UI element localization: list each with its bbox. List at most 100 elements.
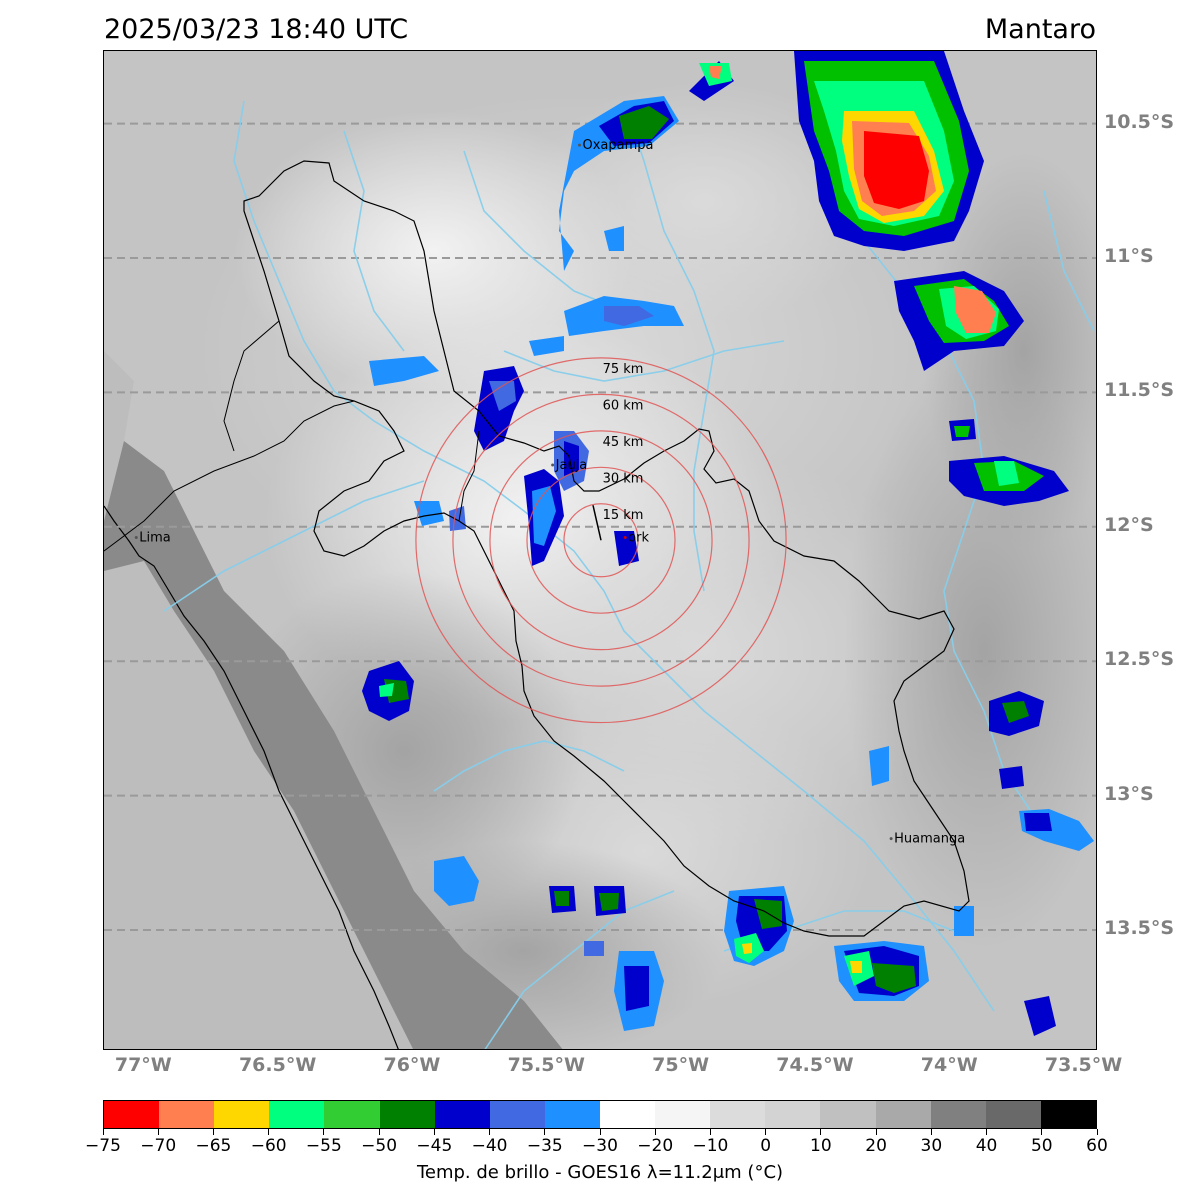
region-title: Mantaro xyxy=(984,14,1096,45)
colorbar-title: Temp. de brillo - GOES16 λ=11.2μm (°C) xyxy=(416,1162,784,1183)
colorbar-tick-1 xyxy=(157,1129,159,1135)
lon-label-1: 76.5°W xyxy=(238,1054,317,1076)
colorbar-tick-3 xyxy=(268,1129,270,1135)
map-canvas: 15 km 30 km 45 km 60 km 75 km Oxapampa Jauja o… xyxy=(104,51,1096,1049)
colorbar-tick-14 xyxy=(875,1129,877,1135)
range-ring-label-45: 45 km xyxy=(603,435,644,450)
colorbar-tick-2 xyxy=(212,1129,214,1135)
colorbar-tick-12 xyxy=(765,1129,767,1135)
lat-label-2: 11.5°S xyxy=(1104,379,1175,402)
city-label-3: Lima xyxy=(139,531,170,546)
range-ring-60 xyxy=(452,393,750,687)
colorbar-tick-18 xyxy=(1096,1129,1098,1135)
range-ring-label-30: 30 km xyxy=(603,471,644,486)
lat-label-1: 11°S xyxy=(1104,244,1154,267)
colorbar-tick-9 xyxy=(599,1129,601,1135)
colorbar-tick-label-9: −30 xyxy=(582,1136,618,1156)
coastline xyxy=(104,505,399,1049)
range-ring-label-75: 75 km xyxy=(603,362,644,377)
colorbar-segment-10 xyxy=(655,1101,711,1128)
range-ring-30 xyxy=(526,466,676,614)
colorbar-tick-5 xyxy=(378,1129,380,1135)
colorbar-tick-label-16: 40 xyxy=(975,1136,998,1156)
city-label-1: Jauja xyxy=(555,458,588,473)
colorbar-tick-label-0: −75 xyxy=(85,1136,121,1156)
colorbar-tick-8 xyxy=(544,1129,546,1135)
range-ring-75 xyxy=(415,357,787,724)
range-ring-label-15: 15 km xyxy=(603,508,644,523)
lon-label-5: 74.5°W xyxy=(776,1054,854,1076)
colorbar-tick-10 xyxy=(654,1129,656,1135)
colorbar-tick-13 xyxy=(820,1129,822,1135)
colorbar-segment-5 xyxy=(379,1101,435,1128)
city-label-4: Huamanga xyxy=(894,832,965,847)
colorbar-segment-17 xyxy=(1040,1101,1096,1128)
colorbar-segment-9 xyxy=(599,1101,656,1128)
colorbar-segment-3 xyxy=(269,1101,325,1128)
colorbar-tick-label-15: 30 xyxy=(920,1136,943,1156)
colorbar-tick-label-2: −65 xyxy=(195,1136,232,1156)
department-border xyxy=(104,320,480,552)
coastal-lowland xyxy=(104,441,563,1049)
colorbar-tick-label-12: 0 xyxy=(760,1136,772,1156)
colorbar-tick-label-10: −20 xyxy=(637,1136,674,1156)
ocean-area xyxy=(104,351,413,1049)
colorbar-tick-label-7: −40 xyxy=(471,1136,508,1156)
colorbar-tick-label-8: −35 xyxy=(526,1136,563,1156)
colorbar-segment-16 xyxy=(985,1101,1041,1128)
colorbar-segment-1 xyxy=(159,1101,215,1128)
city-marker-2 xyxy=(623,536,627,540)
range-ring-label-60: 60 km xyxy=(603,398,644,413)
city-label-2: ork xyxy=(628,531,649,546)
colorbar-segment-12 xyxy=(765,1101,821,1128)
lon-label-3: 75.5°W xyxy=(507,1054,585,1076)
lat-label-6: 13.5°S xyxy=(1104,917,1175,940)
colorbar-tick-15 xyxy=(930,1129,932,1135)
colorbar-segment-8 xyxy=(544,1101,600,1128)
lat-label-0: 10.5°S xyxy=(1104,110,1175,133)
radar-beam-line xyxy=(592,505,602,541)
lon-label-4: 75°W xyxy=(652,1054,710,1076)
satellite-map: 15 km 30 km 45 km 60 km 75 km Oxapampa Jauja o… xyxy=(103,50,1097,1050)
colorbar-tick-label-11: −10 xyxy=(692,1136,729,1156)
colorbar-segment-15 xyxy=(930,1101,986,1128)
colorbar-segment-2 xyxy=(214,1101,270,1128)
colorbar-tick-16 xyxy=(986,1129,988,1135)
colorbar-tick-17 xyxy=(1041,1129,1043,1135)
colorbar-segment-0 xyxy=(104,1101,160,1128)
city-marker-1 xyxy=(551,463,555,467)
colorbar-tick-7 xyxy=(489,1129,491,1135)
colorbar-tick-label-3: −60 xyxy=(250,1136,287,1156)
colorbar xyxy=(103,1100,1097,1129)
colorbar-segment-4 xyxy=(324,1101,380,1128)
timestamp-title: 2025/03/23 18:40 UTC xyxy=(104,14,409,45)
range-ring-45 xyxy=(489,430,713,651)
storm-cells xyxy=(362,51,1094,1036)
colorbar-tick-0 xyxy=(102,1129,104,1135)
city-marker-3 xyxy=(134,536,138,540)
colorbar-tick-label-13: 10 xyxy=(810,1136,832,1156)
colorbar-tick-label-6: −45 xyxy=(416,1136,453,1156)
colorbar-tick-4 xyxy=(323,1129,325,1135)
colorbar-segment-13 xyxy=(820,1101,876,1128)
colorbar-tick-label-1: −70 xyxy=(140,1136,177,1156)
colorbar-tick-label-5: −50 xyxy=(361,1136,398,1156)
colorbar-segment-11 xyxy=(710,1101,766,1128)
colorbar-tick-label-4: −55 xyxy=(305,1136,342,1156)
city-marker-0 xyxy=(578,143,582,147)
colorbar-segment-6 xyxy=(434,1101,490,1128)
colorbar-tick-label-17: 50 xyxy=(1030,1136,1053,1156)
city-labels: Oxapampa Jauja ork Lima Huamanga xyxy=(134,138,965,847)
city-label-0: Oxapampa xyxy=(583,138,654,153)
colorbar-segment-14 xyxy=(875,1101,931,1128)
lat-label-4: 12.5°S xyxy=(1104,648,1175,671)
colorbar-tick-11 xyxy=(709,1129,711,1135)
lon-label-6: 74°W xyxy=(920,1054,978,1076)
basin-boundary xyxy=(243,160,970,937)
lon-label-0: 77°W xyxy=(114,1054,172,1076)
lon-label-7: 73.5°W xyxy=(1044,1054,1123,1076)
radar-range-rings: 15 km 30 km 45 km 60 km 75 km xyxy=(415,357,787,724)
colorbar-tick-label-14: 20 xyxy=(865,1136,887,1156)
colorbar-segment-7 xyxy=(489,1101,545,1128)
city-marker-4 xyxy=(889,837,893,841)
